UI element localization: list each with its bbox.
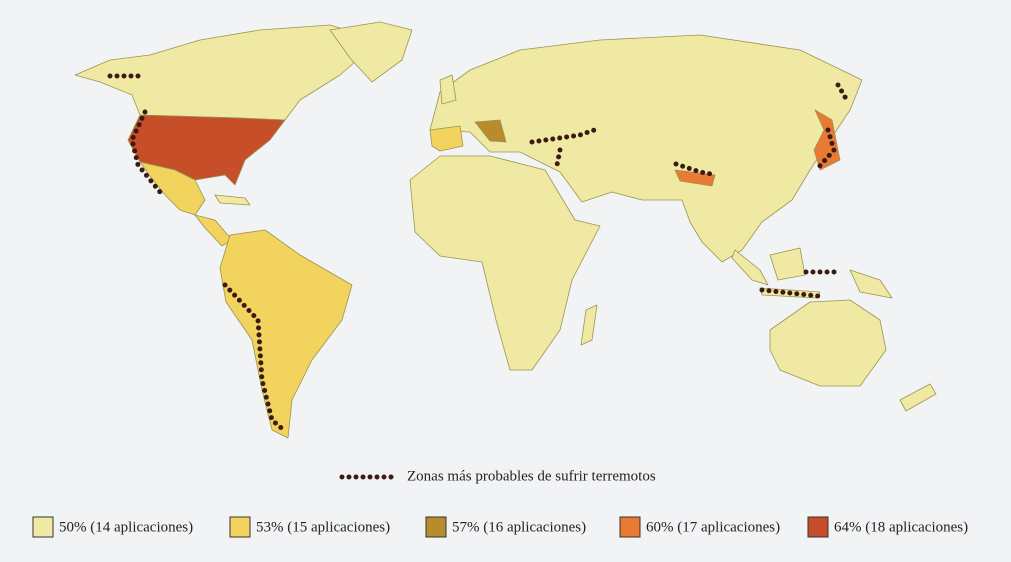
legend-label: 64% (18 aplicaciones) (834, 519, 968, 535)
legend-label: 57% (16 aplicaciones) (452, 519, 586, 535)
legend: 50% (14 aplicaciones) 53% (15 aplicacione… (32, 516, 968, 538)
new-zealand (899, 383, 937, 412)
italy (474, 119, 507, 143)
australia (769, 299, 887, 387)
quake-zone (129, 109, 163, 195)
spain (429, 125, 464, 152)
quake-zone (835, 82, 851, 105)
africa (409, 155, 601, 371)
legend-label: 53% (15 aplicaciones) (256, 519, 390, 535)
quake-zone (673, 161, 719, 178)
borneo (769, 247, 806, 281)
central-america (194, 214, 233, 247)
eurasia (429, 34, 863, 263)
greenland (329, 21, 413, 83)
legend-swatch (619, 516, 641, 538)
caribbean (214, 194, 251, 206)
madagascar (580, 304, 598, 346)
legend-label: 60% (17 aplicaciones) (646, 519, 780, 535)
land (74, 21, 937, 439)
legend-swatch (425, 516, 447, 538)
quake-zone (815, 127, 837, 171)
legend-swatch (32, 516, 54, 538)
canada-alaska (74, 24, 381, 121)
new-guinea (849, 269, 893, 299)
quake-zone (759, 287, 821, 299)
legend-swatch (807, 516, 829, 538)
quake-zone (222, 282, 289, 435)
south-america (219, 229, 353, 439)
quake-zone (529, 125, 603, 145)
quake-zones (107, 73, 851, 480)
legend-swatch (229, 516, 251, 538)
uk (439, 74, 457, 105)
sumatra (731, 249, 769, 286)
quake-label: Zonas más probables de sufrir terremotos (407, 468, 656, 484)
japan (813, 109, 841, 171)
legend-label: 50% (14 aplicaciones) (59, 519, 193, 535)
